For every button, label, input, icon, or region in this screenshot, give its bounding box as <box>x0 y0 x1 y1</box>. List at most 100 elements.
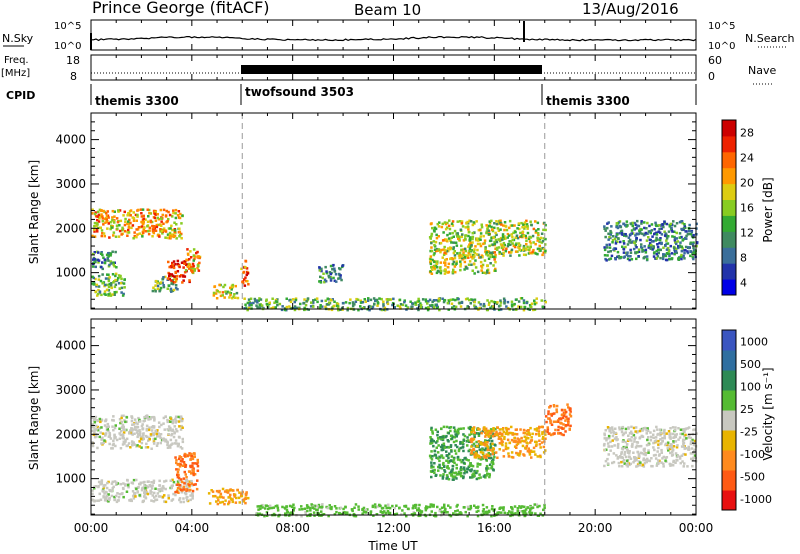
power-cell <box>246 308 249 312</box>
power-cell <box>102 209 105 213</box>
velocity-cell <box>447 467 450 470</box>
power-cell <box>641 249 644 252</box>
power-cell <box>611 241 614 244</box>
power-cell <box>104 283 107 287</box>
velocity-cell <box>521 505 524 508</box>
power-cell <box>182 279 185 282</box>
power-cell <box>484 247 487 250</box>
power-cell <box>455 262 458 265</box>
power-cell <box>173 280 177 284</box>
power-cell <box>435 304 439 307</box>
velocity-cell <box>102 441 105 445</box>
velocity-cell <box>447 461 450 464</box>
power-cell <box>488 301 491 305</box>
velocity-cell <box>608 429 611 433</box>
velocity-cell <box>562 423 565 426</box>
power-cell <box>508 226 511 230</box>
velocity-cell <box>642 452 646 456</box>
power-cell <box>160 217 163 220</box>
power-cell <box>522 253 526 256</box>
velocity-cell <box>536 455 539 458</box>
power-cell <box>603 246 606 249</box>
power-cell <box>433 226 437 229</box>
power-cell <box>221 294 224 297</box>
velocity-cell <box>454 433 457 436</box>
power-cell <box>159 208 163 212</box>
power-cell <box>93 258 96 261</box>
velocity-cell <box>494 427 497 431</box>
velocity-cell <box>495 433 498 436</box>
power-cell <box>294 297 298 300</box>
power-cell <box>483 242 486 245</box>
velocity-cell <box>695 432 698 435</box>
power-cell <box>231 283 235 287</box>
velocity-cell <box>179 459 183 463</box>
velocity-cell <box>467 459 470 462</box>
power-cell <box>544 249 547 253</box>
velocity-cell <box>429 470 433 473</box>
velocity-cell <box>263 514 266 518</box>
velocity-cell <box>184 453 188 457</box>
power-cell <box>443 299 447 302</box>
velocity-cell <box>451 468 454 471</box>
velocity-cell <box>136 433 140 436</box>
power-cell <box>516 236 520 240</box>
velocity-cell <box>659 438 662 441</box>
power-cell <box>690 230 693 234</box>
power-cell <box>686 250 689 253</box>
velocity-cell <box>637 460 641 464</box>
velocity-cell <box>603 437 606 440</box>
velocity-cell <box>515 446 518 449</box>
power-cell <box>104 221 107 224</box>
velocity-cell <box>683 435 686 438</box>
velocity-cell <box>628 455 631 459</box>
velocity-cell <box>524 446 527 450</box>
velocity-cell <box>478 448 481 451</box>
velocity-cell <box>519 506 522 509</box>
velocity-cell <box>647 436 650 439</box>
power-cell <box>497 305 501 308</box>
power-cell <box>637 224 641 228</box>
power-cell <box>168 272 171 276</box>
power-cell <box>467 234 470 238</box>
velocity-cell <box>491 429 494 433</box>
velocity-cell <box>535 429 539 432</box>
power-cell <box>328 271 332 274</box>
power-cell <box>114 250 117 254</box>
power-cell <box>495 240 499 244</box>
velocity-cell <box>416 509 419 512</box>
power-cell <box>439 261 443 264</box>
power-cell <box>451 220 455 223</box>
velocity-cell <box>444 446 448 449</box>
velocity-cell <box>318 514 321 517</box>
velocity-cell <box>553 412 556 415</box>
velocity-cell <box>469 462 472 465</box>
power-cell <box>491 228 494 231</box>
power-cell <box>543 251 547 254</box>
velocity-cell <box>609 431 613 434</box>
power-cell <box>519 305 523 309</box>
power-cell <box>518 243 521 247</box>
velocity-cell <box>121 443 125 446</box>
power-cell <box>142 231 145 235</box>
velocity-cell <box>118 437 122 440</box>
power-cell <box>398 305 402 308</box>
velocity-cell <box>113 434 116 438</box>
velocity-cell <box>449 429 452 433</box>
velocity-cell <box>166 446 170 449</box>
power-cell <box>494 260 497 264</box>
velocity-cell <box>503 437 506 441</box>
velocity-cell <box>642 458 645 462</box>
velocity-cell <box>472 429 475 432</box>
velocity-cell <box>533 503 536 506</box>
velocity-cell <box>190 482 193 485</box>
power-cell <box>695 222 698 226</box>
power-cell <box>469 245 472 248</box>
velocity-cell <box>493 514 496 517</box>
velocity-cell <box>272 506 276 509</box>
velocity-cell <box>529 507 532 511</box>
power-cell <box>131 224 135 227</box>
velocity-cell <box>459 474 463 478</box>
velocity-cell <box>530 506 534 510</box>
velocity-cell <box>489 442 493 446</box>
